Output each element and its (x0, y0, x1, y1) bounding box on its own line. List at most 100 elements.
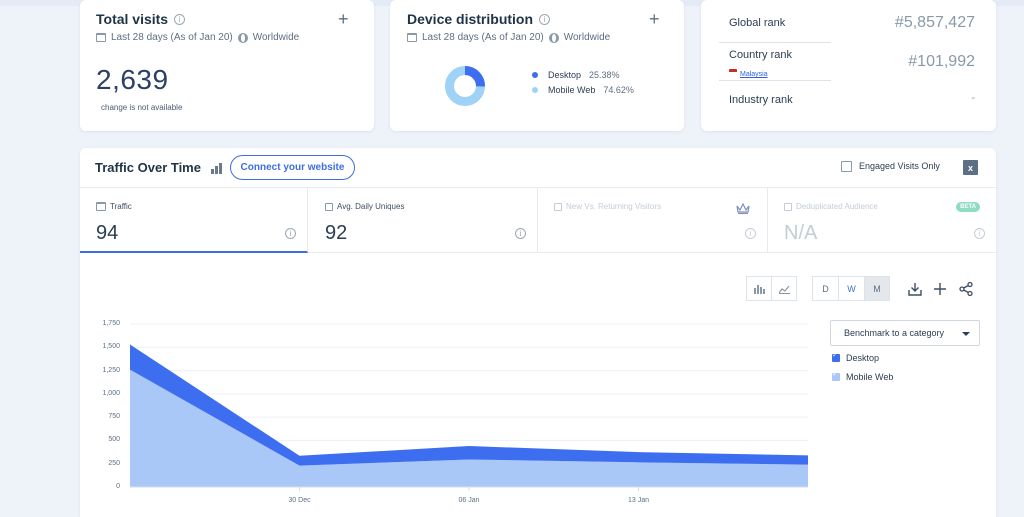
add-icon[interactable]: + (649, 9, 660, 29)
device-meta: Last 28 days (As of Jan 20) Worldwide (407, 32, 610, 43)
scope-text: Worldwide (563, 32, 611, 43)
tab-traffic-value: 94 (96, 222, 119, 244)
line-chart-toggle[interactable] (771, 276, 797, 301)
bar-chart-toggle[interactable] (746, 276, 772, 301)
granularity-month[interactable]: M (864, 276, 890, 301)
device-legend-mobile: Mobile Web 74.62% (532, 85, 634, 95)
y-tick-label: 250 (108, 459, 120, 467)
users-icon (554, 202, 562, 211)
desktop-dot (532, 72, 538, 78)
crown-icon (736, 203, 750, 214)
info-icon[interactable]: i (539, 13, 551, 25)
x-tick-label: 06 Jan (458, 497, 480, 504)
user-card-icon (325, 202, 333, 211)
country-rank-label: Country rank (729, 49, 792, 61)
device-distribution-title: Device distribution i (407, 11, 551, 27)
tab-uniques-value: 92 (325, 222, 348, 244)
info-icon[interactable]: i (974, 228, 985, 239)
global-rank-value: #5,857,427 (894, 14, 975, 31)
tab-deduplicated-audience[interactable]: Deduplicated Audience N/A BETA i (768, 188, 996, 252)
benchmark-dropdown[interactable]: Benchmark to a category (830, 320, 980, 346)
tab-label-text: Avg. Daily Uniques (337, 202, 405, 211)
series-toggle-mobile[interactable]: Mobile Web (832, 370, 894, 382)
chevron-down-icon (962, 332, 970, 336)
change-note: change is not available (101, 103, 183, 112)
connect-website-button[interactable]: Connect your website (230, 155, 355, 180)
bar-chart-icon (753, 284, 765, 294)
tabs-bottom-border (80, 252, 996, 253)
tab-label-text: Deduplicated Audience (796, 202, 878, 211)
line-chart-icon (778, 285, 790, 294)
series-toggle-desktop[interactable]: Desktop (832, 351, 880, 363)
total-visits-meta: Last 28 days (As of Jan 20) Worldwide (96, 32, 299, 43)
industry-rank-label: Industry rank (729, 94, 793, 106)
divider (719, 80, 831, 81)
tabs-top-border (80, 187, 996, 188)
info-icon[interactable]: i (515, 228, 526, 239)
mobile-label: Mobile Web (548, 85, 596, 95)
country-rank-value: #101,992 (908, 53, 975, 70)
tab-traffic[interactable]: Traffic 94 i (80, 188, 308, 253)
country-link-wrap[interactable]: Malaysia (729, 63, 768, 81)
desktop-label: Desktop (548, 70, 582, 80)
ranks-card: Global rank #5,857,427 Country rank Mala… (701, 0, 996, 131)
total-visits-card: Total visits i + Last 28 days (As of Jan… (80, 0, 374, 131)
globe-icon (237, 32, 248, 43)
bar-chart-icon (211, 162, 223, 174)
y-tick-label: 1,500 (102, 343, 120, 351)
info-icon[interactable]: i (745, 228, 756, 239)
info-icon[interactable]: i (174, 13, 186, 25)
divider (719, 42, 831, 43)
total-visits-title-text: Total visits (96, 11, 169, 27)
tab-label-text: Traffic (110, 202, 132, 211)
desktop-pct: 25.38% (589, 70, 620, 80)
calendar-icon (407, 33, 417, 42)
device-distribution-card: Device distribution i + Last 28 days (As… (390, 0, 684, 131)
y-tick-label: 1,250 (102, 366, 120, 374)
tab-dedup-value: N/A (784, 222, 818, 244)
download-icon[interactable] (908, 282, 922, 296)
add-icon[interactable] (934, 283, 946, 295)
total-visits-title: Total visits i (96, 11, 186, 27)
traffic-title: Traffic Over Time (95, 160, 201, 175)
tab-avg-daily-uniques[interactable]: Avg. Daily Uniques 92 i (309, 188, 538, 252)
globe-icon (548, 32, 559, 43)
y-tick-label: 750 (108, 413, 120, 421)
y-tick-label: 1,750 (102, 320, 120, 327)
total-visits-value: 2,639 (96, 64, 169, 95)
tab-new-returning-label: New Vs. Returning Visitors (554, 202, 661, 211)
granularity-week[interactable]: W (838, 276, 865, 301)
add-icon[interactable]: + (338, 9, 349, 29)
donut-desktop-slice (445, 66, 485, 106)
mobile-checkbox[interactable] (832, 370, 840, 381)
excel-export-icon[interactable]: x (963, 160, 978, 175)
series-label: Desktop (846, 353, 880, 363)
scope-text: Worldwide (252, 32, 300, 43)
share-icon[interactable] (959, 282, 973, 296)
tab-traffic-label: Traffic (96, 202, 132, 211)
info-icon[interactable]: i (285, 228, 296, 239)
tab-uniques-label: Avg. Daily Uniques (325, 202, 404, 211)
period-text: Last 28 days (As of Jan 20) (422, 32, 544, 43)
device-legend-desktop: Desktop 25.38% (532, 70, 620, 80)
tab-new-vs-returning[interactable]: New Vs. Returning Visitors i (538, 188, 768, 252)
device-distribution-title-text: Device distribution (407, 11, 534, 27)
granularity-day[interactable]: D (812, 276, 839, 301)
period-text: Last 28 days (As of Jan 20) (111, 32, 233, 43)
beta-badge: BETA (956, 202, 980, 212)
engaged-visits-label[interactable]: Engaged Visits Only (859, 161, 940, 171)
device-donut-chart (445, 66, 485, 106)
users-icon (784, 202, 792, 211)
y-tick-label: 0 (116, 483, 120, 490)
malaysia-flag-icon (729, 68, 737, 75)
mobile-pct: 74.62% (603, 85, 634, 95)
x-tick-label: 30 Dec (288, 497, 311, 504)
calendar-icon (96, 33, 106, 42)
y-tick-label: 500 (108, 436, 120, 444)
desktop-checkbox[interactable] (832, 351, 840, 362)
engaged-visits-checkbox[interactable] (841, 161, 852, 172)
industry-rank-value: - (971, 92, 975, 104)
x-tick-label: 13 Jan (627, 497, 650, 504)
series-label: Mobile Web (846, 372, 894, 382)
country-link[interactable]: Malaysia (740, 71, 768, 78)
